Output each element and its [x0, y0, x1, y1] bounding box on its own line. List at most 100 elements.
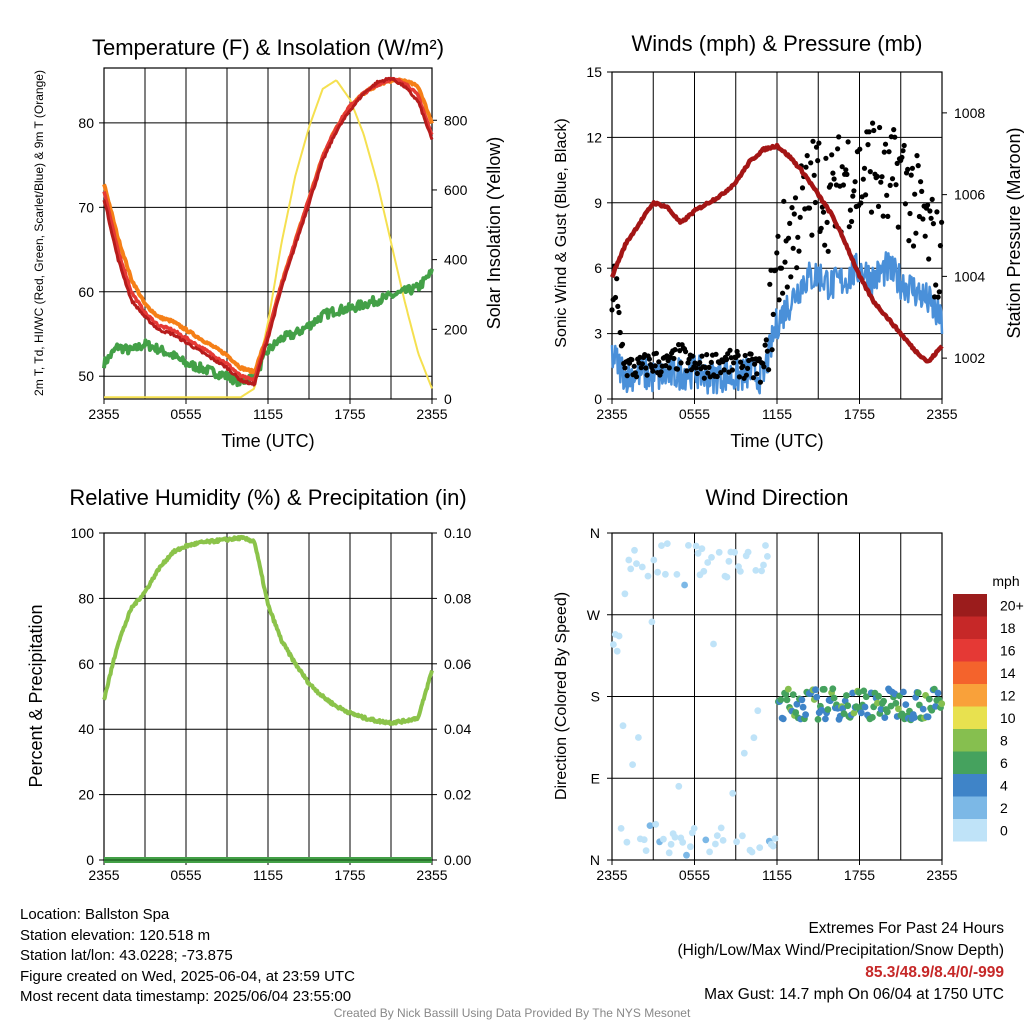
gust-point	[761, 364, 767, 370]
gust-point	[656, 359, 662, 365]
gust-point	[919, 188, 925, 194]
gust-point	[844, 171, 850, 177]
direction-point	[700, 567, 708, 575]
gust-point	[693, 365, 699, 371]
direction-point	[798, 696, 806, 704]
direction-point	[938, 700, 946, 708]
max-gust-text: Max Gust: 14.7 mph On 06/04 at 1750 UTC	[704, 986, 1004, 1003]
direction-point	[754, 707, 762, 715]
gust-point	[806, 205, 813, 211]
gust-point	[835, 146, 841, 152]
gust-point	[926, 256, 932, 262]
gust-point	[638, 365, 644, 371]
gust-point	[927, 208, 933, 214]
gust-point	[704, 352, 710, 358]
direction-point	[675, 782, 683, 790]
gust-point	[745, 365, 751, 371]
series-2m-td	[102, 268, 434, 388]
gust-point	[683, 349, 689, 355]
gust-point	[721, 367, 727, 373]
gust-point	[822, 242, 828, 248]
gust-point	[818, 225, 824, 231]
direction-point	[824, 706, 832, 713]
direction-point	[802, 711, 809, 719]
gust-point	[824, 219, 830, 225]
gust-point	[780, 290, 786, 296]
gust-point	[820, 209, 827, 215]
direction-point	[822, 715, 829, 723]
direction-point	[758, 567, 765, 575]
legend-swatch	[953, 594, 987, 617]
direction-point	[812, 686, 819, 694]
gust-point	[937, 243, 944, 249]
legend-title: mph	[992, 573, 1019, 589]
direction-point	[857, 709, 865, 717]
gust-point	[773, 267, 779, 273]
p2-xtick-label: 2355	[416, 867, 447, 883]
gust-point	[868, 209, 875, 215]
gust-point	[861, 165, 868, 171]
gust-point	[738, 359, 744, 365]
direction-point	[690, 825, 698, 832]
gust-point	[784, 284, 790, 290]
series-2m-t	[102, 76, 434, 383]
p1-xtick-label: 2355	[926, 406, 957, 422]
gust-point	[629, 357, 635, 363]
direction-point	[713, 832, 721, 839]
direction-point	[919, 705, 927, 713]
direction-point	[861, 703, 869, 711]
gust-point	[666, 365, 672, 371]
p0-ytick-label: 60	[78, 284, 94, 300]
direction-point	[777, 696, 785, 703]
gust-point	[860, 176, 866, 182]
p0-xtick-label: 1755	[334, 406, 365, 422]
legend-label: 6	[1000, 755, 1008, 771]
gust-point	[895, 224, 901, 230]
gust-point	[762, 342, 768, 348]
direction-point	[629, 761, 636, 768]
legend-label: 20+	[1000, 597, 1024, 613]
gust-point	[886, 149, 892, 155]
p3-title: Wind Direction	[705, 485, 848, 510]
gust-point	[804, 153, 810, 159]
p0-ytick-right-label: 800	[444, 112, 468, 128]
gust-point	[885, 213, 891, 219]
p2-ytick-right-label: 0.02	[444, 787, 471, 803]
gust-point	[870, 120, 876, 126]
gust-point	[803, 164, 809, 170]
direction-point	[829, 685, 837, 693]
p2-ylabel-left: Percent & Precipitation	[26, 604, 46, 787]
p0-ytick-right-label: 400	[444, 252, 468, 268]
gust-point	[612, 294, 619, 301]
gust-point	[795, 234, 801, 240]
direction-point	[779, 715, 787, 723]
gust-point	[808, 160, 814, 166]
gust-point	[865, 142, 871, 148]
direction-point	[799, 703, 807, 711]
gust-point	[788, 274, 794, 280]
gust-point	[893, 182, 899, 188]
direction-point	[617, 825, 625, 832]
p0-ytick-right-label: 0	[444, 391, 452, 407]
legend-label: 8	[1000, 732, 1008, 748]
extremes-title: Extremes For Past 24 Hours	[808, 920, 1004, 937]
legend-swatch	[953, 729, 987, 752]
gust-point	[736, 374, 743, 380]
gust-point	[690, 353, 696, 359]
gust-point	[850, 193, 856, 199]
p3-xtick-label: 2355	[926, 867, 957, 883]
p2-ytick-label: 20	[78, 787, 94, 803]
extremes-box: Extremes For Past 24 Hours (High/Low/Max…	[678, 918, 1005, 1006]
gust-point	[906, 238, 912, 244]
p0-title: Temperature (F) & Insolation (W/m²)	[92, 35, 444, 60]
direction-point	[652, 820, 660, 828]
direction-point	[710, 640, 717, 648]
gust-point	[913, 230, 919, 236]
gust-point	[877, 124, 883, 131]
direction-point	[658, 542, 665, 549]
direction-point	[692, 542, 700, 550]
direction-point	[782, 690, 790, 698]
gust-point	[939, 219, 945, 225]
p0-xtick-label: 0555	[170, 406, 201, 422]
direction-point	[717, 824, 725, 832]
